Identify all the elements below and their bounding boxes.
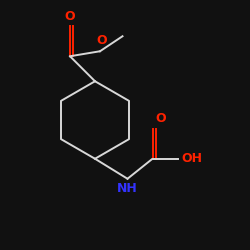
Text: O: O (155, 112, 166, 125)
Text: O: O (65, 10, 75, 22)
Text: OH: OH (181, 152, 202, 165)
Text: O: O (96, 34, 106, 48)
Text: NH: NH (117, 182, 138, 196)
